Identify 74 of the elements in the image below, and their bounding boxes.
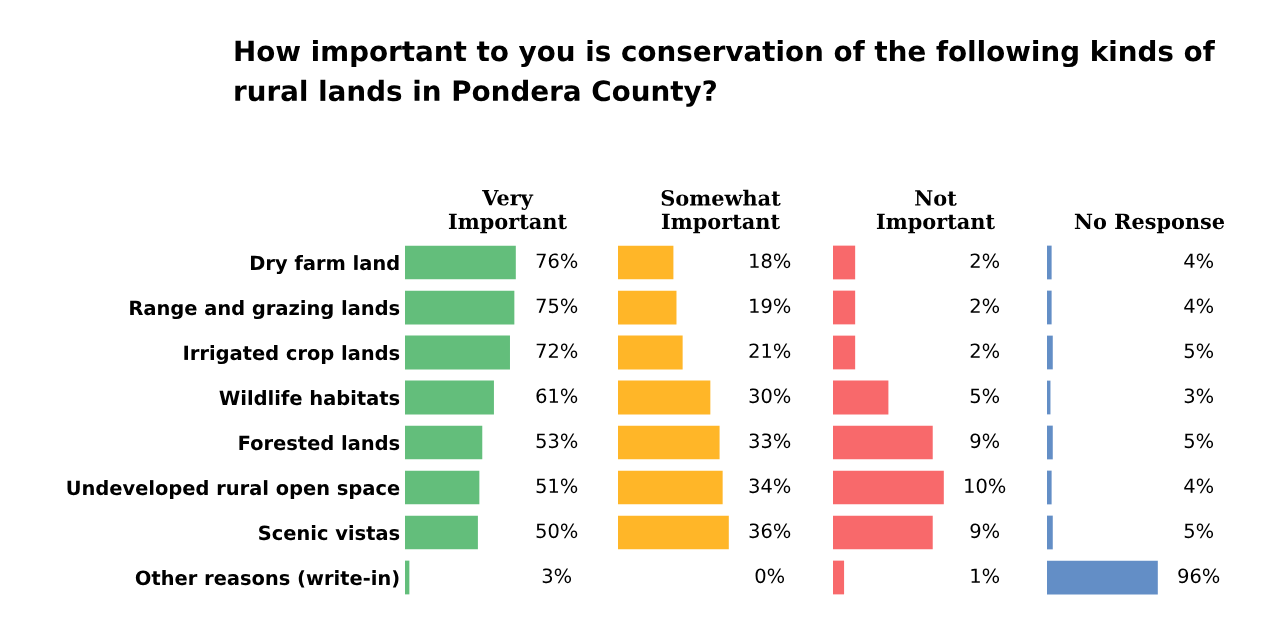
y-tick-label: Dry farm land [251, 255, 399, 275]
data-label: 2% [970, 343, 1000, 359]
chart-title: Somewhat Important [661, 189, 781, 234]
data-label: 2% [970, 253, 1000, 269]
y-tick-label: Undeveloped rural open space [67, 480, 400, 499]
bar [833, 470, 944, 505]
bar [618, 470, 723, 505]
y-tick-label: Forested lands [239, 435, 400, 451]
data-label: 36% [749, 523, 791, 539]
data-label: 3% [1184, 388, 1214, 404]
bar [405, 335, 510, 370]
bar [618, 245, 674, 280]
data-label: 2% [970, 298, 1000, 314]
y-tick-label: Other reasons (write-in) [135, 570, 399, 588]
data-label: 5% [970, 388, 1000, 404]
data-label: 50% [536, 523, 578, 539]
bar [1047, 425, 1053, 460]
data-label: 61% [536, 388, 578, 404]
bar [1047, 470, 1052, 505]
bar [1047, 515, 1053, 550]
data-label: 75% [536, 298, 578, 314]
bar [833, 245, 856, 280]
bar [618, 290, 677, 325]
bar [1047, 335, 1053, 370]
bar [405, 290, 515, 325]
chart-title: Not Important [876, 190, 995, 234]
data-label: 34% [749, 478, 791, 494]
data-label: 9% [970, 523, 1000, 539]
bar [618, 380, 711, 415]
data-label: 1% [971, 568, 1000, 584]
bar [833, 335, 856, 370]
bar [833, 560, 845, 595]
bar [618, 425, 720, 460]
data-label: 19% [750, 298, 791, 314]
y-tick-label: Scenic vistas [259, 525, 400, 541]
bar [833, 380, 889, 415]
bar [618, 335, 683, 370]
bar [1047, 560, 1158, 595]
data-label: 76% [536, 253, 578, 269]
data-label: 10% [965, 478, 1006, 494]
bar [405, 380, 494, 415]
data-label: 51% [536, 478, 578, 494]
data-label: 96% [1178, 568, 1220, 584]
bar [1047, 290, 1052, 325]
bar [405, 515, 478, 550]
data-label: 5% [1184, 343, 1214, 359]
data-label: 53% [536, 433, 578, 449]
chart-subtitle: Very Important [448, 190, 567, 234]
data-label: 3% [542, 568, 572, 584]
bar [405, 245, 516, 280]
bar [405, 425, 483, 460]
chart-title: No Response [1074, 213, 1225, 234]
data-label: 4% [1184, 478, 1214, 494]
data-label: 33% [749, 433, 791, 449]
y-tick-label: Irrigated crop lands [184, 345, 400, 365]
data-label: 9% [970, 433, 1000, 449]
y-tick-label: Wildlife habitats [219, 390, 400, 406]
bar [833, 515, 933, 550]
data-label: 18% [750, 253, 791, 269]
bar [1047, 245, 1052, 280]
y-tick-label: Range and grazing lands [130, 300, 400, 320]
bar [405, 470, 480, 505]
bar [833, 425, 933, 460]
data-label: 30% [749, 388, 791, 404]
data-label: 4% [1184, 253, 1214, 269]
data-label: 5% [1184, 523, 1214, 539]
data-label: 72% [536, 343, 578, 359]
bar [618, 515, 729, 550]
text: How important to you is conservation of the following kinds of rural lands in Pondera County? [235, 40, 1215, 107]
data-label: 21% [749, 343, 791, 359]
bar [833, 290, 856, 325]
data-label: 5% [1184, 433, 1214, 449]
data-label: 4% [1184, 298, 1214, 314]
data-label: 0% [755, 568, 785, 584]
